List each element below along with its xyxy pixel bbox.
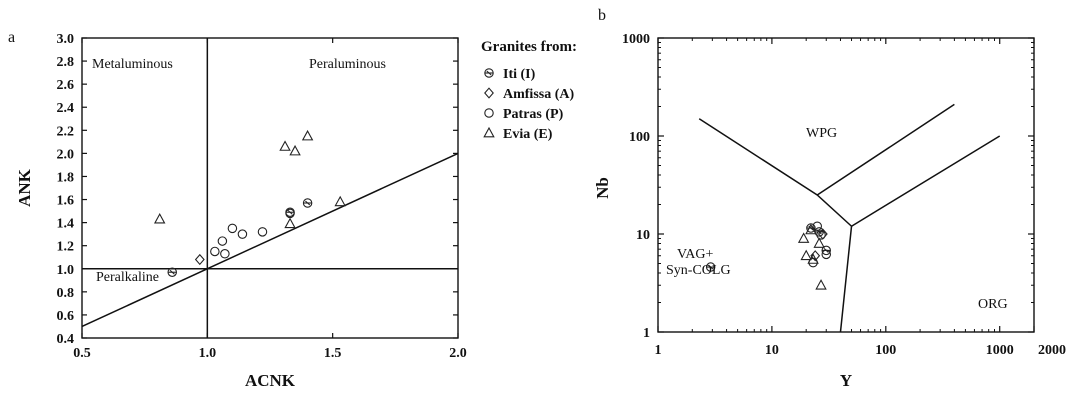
region-label-wpg: WPG <box>806 126 837 141</box>
panel-a-boundary-line <box>81 152 459 328</box>
panel-a-x-axis-label: ACNK <box>245 371 296 390</box>
x-tick-label: 1000 <box>986 343 1014 358</box>
panel-b-boundary-line <box>816 103 955 196</box>
y-tick-label: 0.4 <box>57 332 75 347</box>
data-point-circle-cross <box>302 198 313 208</box>
y-tick-label: 0.8 <box>57 286 75 301</box>
legend-item: Amfissa (A) <box>484 87 574 102</box>
data-point-triangle <box>153 213 166 224</box>
region-label-peraluminous: Peraluminous <box>309 57 386 72</box>
data-point-triangle <box>301 129 314 141</box>
data-point-circle <box>821 249 831 260</box>
panel-a-points <box>153 129 346 277</box>
legend-marker-diamond <box>484 87 494 99</box>
legend-item-label: Patras (P) <box>503 107 564 122</box>
legend-marker-circle <box>484 108 494 118</box>
data-point-diamond <box>810 250 821 262</box>
panel-a-boundaries <box>81 38 459 338</box>
panel-b-x-axis-label: Y <box>840 371 852 390</box>
data-point-triangle <box>334 195 346 207</box>
legend-marker-triangle <box>483 126 495 138</box>
data-point-circle <box>285 208 295 219</box>
y-tick-label: 10 <box>636 228 650 243</box>
y-tick-label: 2.6 <box>57 78 75 93</box>
data-point-triangle <box>815 279 827 290</box>
x-tick-label: 1.5 <box>324 346 342 361</box>
data-point-triangle <box>800 249 812 261</box>
y-tick-label: 2.0 <box>57 147 75 162</box>
data-point-triangle <box>289 144 301 156</box>
x-tick-label: 1.0 <box>199 346 217 361</box>
data-point-circle <box>217 236 228 246</box>
panel-a-chart: a 0.5 1.0 1.5 2.0 0.4 0.6 0.8 1.0 1.2 1.4 1.6 1.8 2… <box>8 29 467 390</box>
x-tick-label: 2.0 <box>449 346 467 361</box>
y-tick-label: 1.6 <box>57 194 75 209</box>
panel-b-boundary-line <box>851 135 1001 227</box>
panel-b-boundary-line <box>698 118 853 333</box>
y-tick-label: 1.8 <box>57 170 75 185</box>
panel-b-y-ticks: 1 10 100 1000 <box>622 32 1034 341</box>
y-tick-label: 2.4 <box>57 101 75 116</box>
data-point-triangle <box>279 140 291 151</box>
data-point-circle <box>220 249 230 259</box>
data-point-triangle <box>805 223 817 235</box>
y-tick-label: 0.6 <box>57 309 75 324</box>
legend-title: Granites from: <box>481 39 577 55</box>
region-label-metaluminous: Metaluminous <box>92 57 173 72</box>
region-label-syn-colg: Syn-COLG <box>666 263 731 278</box>
legend-marker-circle-cross <box>484 68 494 78</box>
y-tick-label: 2.8 <box>57 55 75 70</box>
legend-item: Patras (P) <box>484 107 564 122</box>
data-point-triangle <box>807 253 819 264</box>
panel-b-plot-frame <box>657 37 1035 333</box>
panel-b-y-axis-label: Nb <box>593 177 612 199</box>
panel-a-plot-frame <box>81 37 459 339</box>
panel-b-label: b <box>598 7 606 24</box>
panel-b-chart: b 1 10 100 1000 2000 1 10 100 1000 WPG VAG+ Syn… <box>593 7 1066 390</box>
panel-b-x-ticks: 1 10 100 1000 2000 <box>655 38 1066 358</box>
region-label-org: ORG <box>978 297 1008 312</box>
panel-a-x-ticks: 0.5 1.0 1.5 2.0 <box>73 38 467 361</box>
y-tick-label: 1.4 <box>57 217 75 232</box>
data-point-circle <box>257 227 268 237</box>
y-tick-label: 1000 <box>622 32 650 47</box>
legend-item-label: Iti (I) <box>503 67 536 82</box>
x-tick-label: 2000 <box>1038 343 1066 358</box>
data-point-circle <box>237 229 248 239</box>
x-tick-label: 10 <box>765 343 779 358</box>
legend-item: Iti (I) <box>484 67 536 82</box>
data-point-circle-cross <box>167 267 177 277</box>
data-point-triangle <box>284 217 296 229</box>
x-tick-label: 1 <box>655 343 662 358</box>
data-point-circle <box>812 221 822 231</box>
legend-item-label: Amfissa (A) <box>503 87 574 102</box>
data-point-triangle <box>813 237 825 248</box>
y-tick-label: 1 <box>643 326 650 341</box>
y-tick-label: 3.0 <box>57 32 75 47</box>
data-point-circle <box>210 246 220 257</box>
legend-item: Evia (E) <box>483 126 553 142</box>
data-point-circle-cross <box>705 262 716 272</box>
panel-b-points <box>705 221 831 290</box>
x-tick-label: 0.5 <box>73 346 91 361</box>
panel-a-y-ticks: 0.4 0.6 0.8 1.0 1.2 1.4 1.6 1.8 2.0 2.2 2.4 2.6 2.8 3… <box>57 32 458 347</box>
data-point-circle <box>816 230 826 240</box>
x-tick-label: 100 <box>875 343 896 358</box>
data-point-diamond <box>194 253 205 266</box>
panel-a-label: a <box>8 29 15 46</box>
panel-a-y-axis-label: ANK <box>15 168 34 207</box>
panel-b-boundaries <box>698 103 1001 333</box>
legend: Granites from: Iti (I) Amfissa (A) Patras … <box>481 39 577 142</box>
region-label-peralkaline: Peralkaline <box>96 270 159 285</box>
y-tick-label: 1.2 <box>57 240 75 255</box>
y-tick-label: 1.0 <box>57 263 75 278</box>
data-point-circle <box>227 223 238 234</box>
region-label-vag: VAG+ <box>677 247 714 262</box>
legend-item-label: Evia (E) <box>503 127 553 142</box>
y-tick-label: 100 <box>629 130 650 145</box>
y-tick-label: 2.2 <box>57 124 75 139</box>
data-point-triangle <box>797 232 810 243</box>
